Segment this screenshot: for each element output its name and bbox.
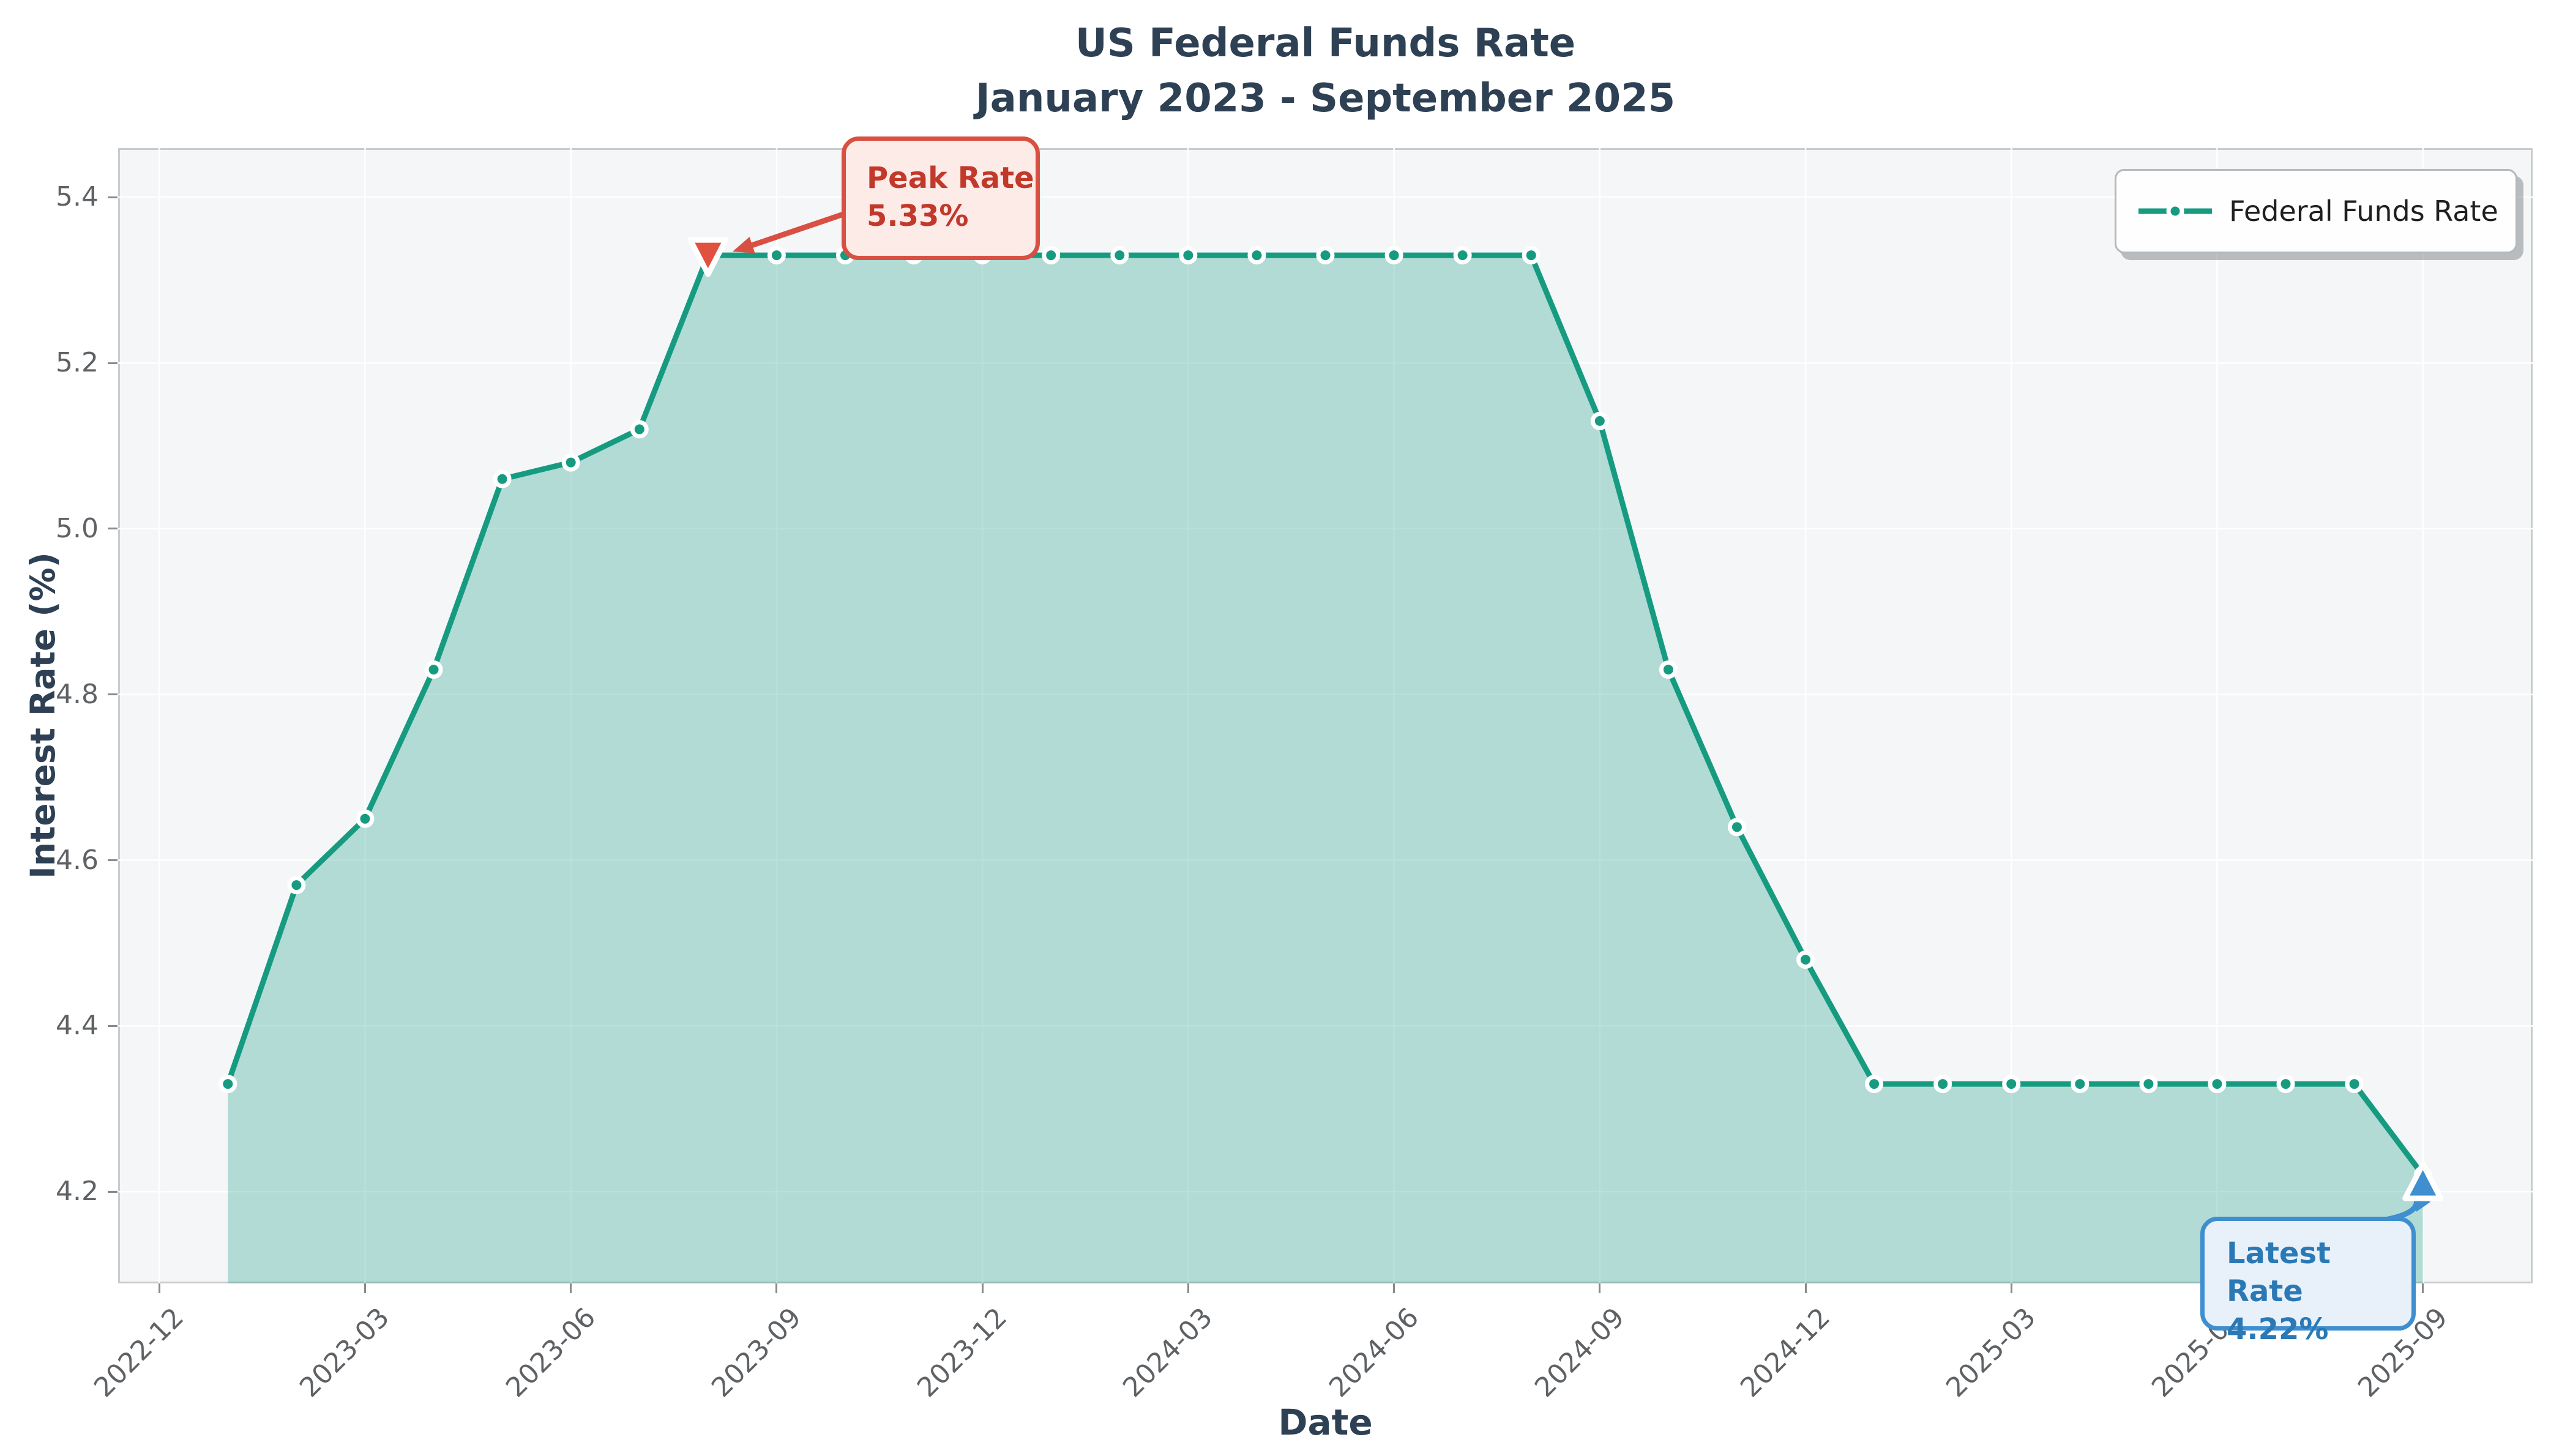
data-point-marker <box>1110 246 1129 265</box>
x-tick-label: 2023-09 <box>705 1302 807 1404</box>
peak-annotation-title: Peak Rate <box>867 161 1034 195</box>
x-tick-label: 2023-03 <box>294 1302 396 1404</box>
data-point-marker <box>2276 1075 2295 1094</box>
data-point-marker <box>1179 246 1198 265</box>
legend-label: Federal Funds Rate <box>2229 195 2498 228</box>
y-tick-label: 4.8 <box>56 678 99 710</box>
data-point-marker <box>1316 246 1335 265</box>
data-point-marker <box>2413 1166 2432 1185</box>
data-point-marker <box>2071 1075 2090 1094</box>
chart-title-line1: US Federal Funds Rate <box>1075 21 1576 66</box>
data-point-marker <box>1247 246 1266 265</box>
peak-annotation-value: 5.33% <box>867 199 969 233</box>
data-point-marker <box>767 246 786 265</box>
y-tick-label: 4.6 <box>56 844 99 876</box>
chart-title: US Federal Funds Rate January 2023 - Sep… <box>118 16 2533 126</box>
data-point-marker <box>1933 1075 1952 1094</box>
data-point-marker <box>1590 411 1609 430</box>
data-point-marker <box>1659 660 1678 679</box>
data-point-marker <box>1796 950 1815 969</box>
x-tick-label: 2024-06 <box>1323 1302 1425 1404</box>
y-tick-mark <box>108 859 118 861</box>
x-tick-mark <box>1804 1283 1807 1293</box>
data-point-marker <box>1453 246 1472 265</box>
data-point-marker <box>1865 1075 1884 1094</box>
y-tick-mark <box>108 1190 118 1193</box>
y-tick-mark <box>108 693 118 696</box>
data-point-marker <box>630 420 649 439</box>
y-tick-mark <box>108 528 118 530</box>
x-tick-mark <box>364 1283 366 1293</box>
data-point-marker <box>2002 1075 2021 1094</box>
data-point-marker <box>356 809 375 828</box>
x-tick-mark <box>2422 1283 2424 1293</box>
area-fill <box>228 255 2423 1283</box>
x-tick-mark <box>1393 1283 1395 1293</box>
latest-annotation-value: 4.22% <box>2227 1312 2329 1346</box>
x-tick-mark <box>775 1283 778 1293</box>
legend: Federal Funds Rate <box>2115 169 2517 253</box>
data-point-marker <box>1727 818 1746 837</box>
data-point-marker <box>1522 246 1541 265</box>
y-axis-label: Interest Rate (%) <box>23 552 62 879</box>
y-tick-label: 5.0 <box>56 512 99 544</box>
data-point-marker <box>1042 246 1061 265</box>
x-tick-mark <box>1187 1283 1189 1293</box>
x-tick-mark <box>1599 1283 1601 1293</box>
legend-line-sample-icon <box>2138 202 2212 220</box>
x-tick-label: 2025-03 <box>1940 1302 2042 1404</box>
peak-annotation-box: Peak Rate 5.33% <box>842 136 1040 260</box>
y-tick-label: 4.4 <box>56 1010 99 1042</box>
x-tick-mark <box>2010 1283 2012 1293</box>
x-tick-mark <box>158 1283 160 1293</box>
x-tick-label: 2023-12 <box>911 1302 1014 1404</box>
x-tick-label: 2022-12 <box>88 1302 190 1404</box>
y-tick-mark <box>108 362 118 364</box>
x-tick-label: 2024-12 <box>1735 1302 1837 1404</box>
x-tick-label: 2023-06 <box>499 1302 602 1404</box>
y-tick-label: 5.4 <box>56 181 99 213</box>
y-tick-label: 5.2 <box>56 347 99 379</box>
x-tick-label: 2024-03 <box>1117 1302 1219 1404</box>
data-point-marker <box>218 1075 237 1094</box>
data-point-marker <box>287 876 306 895</box>
data-point-marker <box>493 469 512 488</box>
y-tick-mark <box>108 1025 118 1027</box>
x-tick-label: 2024-09 <box>1528 1302 1630 1404</box>
data-point-marker <box>561 453 580 472</box>
x-tick-mark <box>981 1283 984 1293</box>
y-tick-mark <box>108 196 118 198</box>
chart-canvas <box>118 148 2533 1283</box>
latest-annotation-title: Latest Rate <box>2227 1236 2331 1309</box>
x-axis-label: Date <box>1278 1402 1373 1443</box>
data-point-marker <box>2208 1075 2227 1094</box>
latest-annotation-box: Latest Rate 4.22% <box>2200 1217 2416 1346</box>
data-point-marker <box>424 660 443 679</box>
y-tick-label: 4.2 <box>56 1176 99 1208</box>
x-tick-mark <box>570 1283 572 1293</box>
plot-area <box>118 148 2533 1283</box>
chart-title-line2: January 2023 - September 2025 <box>975 76 1676 121</box>
data-point-marker <box>1384 246 1403 265</box>
data-point-marker <box>2345 1075 2364 1094</box>
data-point-marker <box>698 246 717 265</box>
data-point-marker <box>2139 1075 2158 1094</box>
